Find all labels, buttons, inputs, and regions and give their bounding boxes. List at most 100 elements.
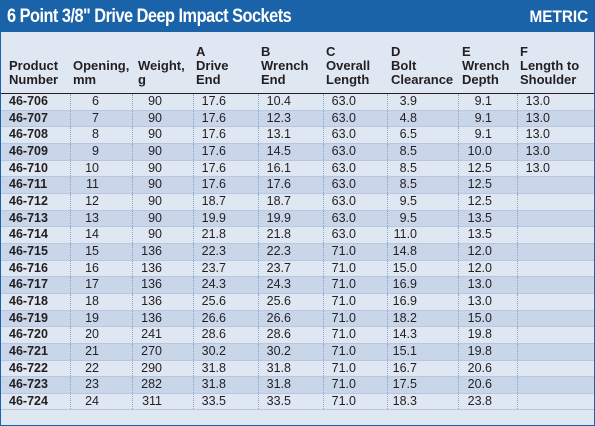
column-divider bbox=[193, 243, 194, 260]
cell-opening: 11 bbox=[86, 177, 99, 192]
column-divider bbox=[70, 110, 71, 127]
column-divider bbox=[387, 160, 388, 177]
cell-product-number: 46-723 bbox=[9, 377, 48, 392]
column-divider bbox=[70, 127, 71, 143]
cell-wrench-end: 30.2 bbox=[266, 343, 291, 358]
cell-weight: 90 bbox=[148, 110, 162, 125]
cell-drive-end: 17.6 bbox=[201, 160, 226, 175]
column-divider bbox=[70, 277, 71, 293]
cell-weight: 282 bbox=[141, 377, 162, 392]
column-divider bbox=[193, 327, 194, 343]
cell-drive-end: 17.6 bbox=[201, 143, 226, 158]
column-divider bbox=[517, 393, 518, 410]
column-divider bbox=[387, 360, 388, 377]
column-divider bbox=[193, 210, 194, 227]
column-divider bbox=[70, 393, 71, 410]
column-divider bbox=[258, 160, 259, 177]
header-length-to-shoulder: F Length to Shoulder bbox=[520, 44, 580, 87]
column-divider bbox=[517, 360, 518, 377]
cell-drive-end: 22.3 bbox=[201, 243, 226, 258]
column-divider bbox=[458, 110, 459, 127]
column-divider bbox=[323, 327, 324, 343]
table-row: 46-711 11 90 17.6 17.6 63.0 8.5 12.5 bbox=[1, 177, 594, 194]
cell-drive-end: 18.7 bbox=[201, 193, 226, 208]
column-divider bbox=[258, 193, 259, 210]
cell-wrench-depth: 12.0 bbox=[467, 243, 492, 258]
column-divider bbox=[517, 110, 518, 127]
column-divider bbox=[458, 160, 459, 177]
cell-wrench-end: 19.9 bbox=[266, 210, 291, 225]
cell-bolt-clearance: 15.0 bbox=[392, 260, 417, 275]
column-divider bbox=[458, 94, 459, 110]
cell-bolt-clearance: 14.8 bbox=[392, 243, 417, 258]
cell-opening: 20 bbox=[85, 327, 99, 342]
cell-drive-end: 17.6 bbox=[201, 177, 226, 192]
table-row: 46-721 21 270 30.2 30.2 71.0 15.1 19.8 bbox=[1, 343, 594, 361]
column-divider bbox=[387, 110, 388, 127]
cell-overall-length: 71.0 bbox=[331, 393, 356, 408]
cell-bolt-clearance: 18.3 bbox=[392, 393, 417, 408]
cell-wrench-depth: 13.0 bbox=[467, 293, 492, 308]
column-divider bbox=[132, 293, 133, 310]
cell-overall-length: 63.0 bbox=[331, 94, 356, 108]
table-row: 46-724 24 311 33.5 33.5 71.0 18.3 23.8 bbox=[1, 393, 594, 411]
cell-product-number: 46-710 bbox=[9, 160, 48, 175]
cell-overall-length: 71.0 bbox=[331, 310, 356, 325]
cell-wrench-end: 31.8 bbox=[266, 377, 291, 392]
cell-weight: 90 bbox=[148, 160, 162, 175]
cell-wrench-end: 33.5 bbox=[266, 393, 291, 408]
column-divider bbox=[458, 277, 459, 293]
cell-length-to-shoulder: 13.0 bbox=[525, 94, 550, 108]
cell-weight: 90 bbox=[148, 177, 162, 192]
cell-product-number: 46-719 bbox=[9, 310, 48, 325]
column-divider bbox=[193, 227, 194, 243]
cell-wrench-depth: 10.0 bbox=[467, 143, 492, 158]
column-divider bbox=[387, 260, 388, 277]
cell-weight: 136 bbox=[141, 277, 162, 292]
column-divider bbox=[517, 310, 518, 327]
column-divider bbox=[193, 377, 194, 393]
header-drive-end: A Drive End bbox=[196, 44, 229, 87]
column-divider bbox=[70, 177, 71, 193]
column-divider bbox=[258, 360, 259, 377]
cell-wrench-end: 31.8 bbox=[266, 360, 291, 375]
column-divider bbox=[323, 177, 324, 193]
cell-bolt-clearance: 15.1 bbox=[392, 343, 417, 358]
column-divider bbox=[70, 377, 71, 393]
column-divider bbox=[70, 243, 71, 260]
cell-product-number: 46-722 bbox=[9, 360, 48, 375]
cell-overall-length: 63.0 bbox=[331, 160, 356, 175]
cell-weight: 136 bbox=[141, 260, 162, 275]
cell-product-number: 46-720 bbox=[9, 327, 48, 342]
cell-bolt-clearance: 8.5 bbox=[399, 143, 417, 158]
column-divider bbox=[132, 177, 133, 193]
cell-opening: 13 bbox=[85, 210, 99, 225]
column-divider bbox=[70, 143, 71, 160]
cell-weight: 290 bbox=[141, 360, 162, 375]
cell-length-to-shoulder: 13.0 bbox=[525, 110, 550, 125]
cell-wrench-depth: 13.5 bbox=[467, 227, 492, 242]
column-divider bbox=[323, 160, 324, 177]
cell-weight: 90 bbox=[148, 94, 162, 108]
column-divider bbox=[323, 310, 324, 327]
cell-product-number: 46-718 bbox=[9, 293, 48, 308]
cell-bolt-clearance: 4.8 bbox=[399, 110, 417, 125]
cell-weight: 136 bbox=[141, 310, 162, 325]
cell-drive-end: 17.6 bbox=[201, 127, 226, 142]
cell-drive-end: 21.8 bbox=[201, 227, 226, 242]
column-divider bbox=[70, 193, 71, 210]
cell-wrench-depth: 9.1 bbox=[474, 127, 492, 142]
cell-weight: 90 bbox=[148, 210, 162, 225]
cell-drive-end: 33.5 bbox=[201, 393, 226, 408]
cell-overall-length: 71.0 bbox=[331, 277, 356, 292]
column-divider bbox=[258, 393, 259, 410]
column-divider bbox=[258, 143, 259, 160]
cell-wrench-depth: 15.0 bbox=[467, 310, 492, 325]
cell-overall-length: 63.0 bbox=[331, 110, 356, 125]
column-divider bbox=[458, 343, 459, 360]
cell-wrench-depth: 13.0 bbox=[467, 277, 492, 292]
cell-overall-length: 71.0 bbox=[331, 293, 356, 308]
column-divider bbox=[132, 227, 133, 243]
column-divider bbox=[258, 277, 259, 293]
column-divider bbox=[323, 210, 324, 227]
